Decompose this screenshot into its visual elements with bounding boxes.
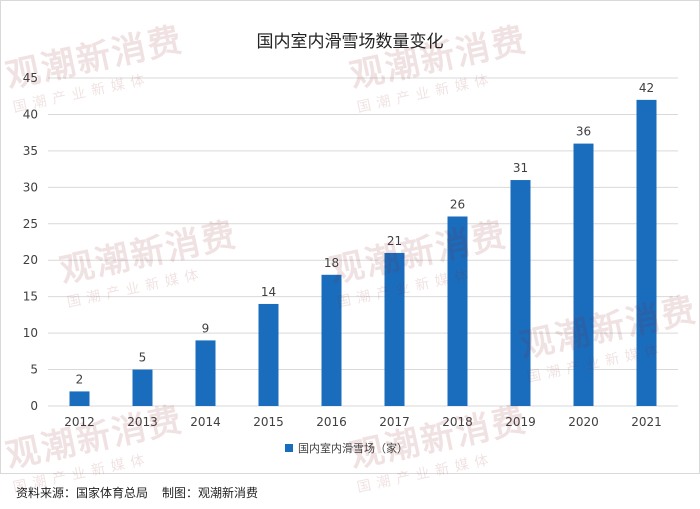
- data-label: 36: [576, 125, 591, 139]
- x-tick-label: 2021: [631, 415, 662, 429]
- legend: 国内室内滑雪场（家）: [285, 441, 408, 455]
- data-label: 18: [324, 256, 339, 270]
- y-tick-label: 0: [30, 399, 38, 413]
- bar: [636, 99, 657, 406]
- y-tick-label: 30: [23, 180, 38, 194]
- data-label: 9: [202, 321, 210, 335]
- x-tick-label: 2017: [379, 415, 410, 429]
- y-tick-label: 20: [23, 253, 38, 267]
- chart-card: 国内室内滑雪场数量变化 0 5 10 15 20 25 30 35 40 45 2 5 9 14 18 21…: [0, 0, 700, 474]
- x-tick-label: 2019: [505, 415, 536, 429]
- y-tick-label: 15: [23, 290, 38, 304]
- bar: [447, 216, 468, 406]
- x-axis: 2012 2013 2014 2015 2016 2017 2018 2019 2020 2021: [64, 415, 662, 429]
- x-tick-label: 2014: [190, 415, 221, 429]
- legend-swatch: [285, 444, 293, 452]
- data-label: 31: [513, 161, 528, 175]
- x-tick-label: 2013: [127, 415, 158, 429]
- source-text: 资料来源：国家体育总局: [16, 486, 149, 500]
- y-tick-label: 10: [23, 326, 38, 340]
- bar: [195, 340, 216, 406]
- bar: [132, 369, 153, 406]
- credit-text: 制图：观潮新消费: [162, 486, 259, 500]
- bar: [69, 391, 90, 406]
- gridlines: [48, 77, 678, 407]
- footer: 资料来源：国家体育总局 制图：观潮新消费: [16, 484, 258, 501]
- data-label: 21: [387, 234, 402, 248]
- y-tick-label: 25: [23, 217, 38, 231]
- chart-title: 国内室内滑雪场数量变化: [257, 32, 444, 52]
- y-tick-label: 35: [23, 144, 38, 158]
- bar: [573, 143, 594, 406]
- data-labels: 2 5 9 14 18 21 26 31 36 42: [76, 81, 654, 387]
- y-tick-label: 45: [23, 71, 38, 85]
- x-tick-label: 2018: [442, 415, 473, 429]
- bar: [258, 303, 279, 406]
- data-label: 42: [639, 81, 654, 95]
- y-tick-label: 40: [23, 107, 38, 121]
- data-label: 14: [261, 285, 276, 299]
- bar: [384, 252, 405, 406]
- y-axis: 0 5 10 15 20 25 30 35 40 45: [23, 71, 38, 413]
- data-label: 2: [76, 372, 84, 386]
- bars: [69, 99, 657, 406]
- x-tick-label: 2020: [568, 415, 599, 429]
- y-tick-label: 5: [30, 363, 38, 377]
- bar: [321, 274, 342, 406]
- bar: [510, 180, 531, 406]
- x-tick-label: 2015: [253, 415, 284, 429]
- data-label: 5: [139, 351, 147, 365]
- data-label: 26: [450, 197, 465, 211]
- x-tick-label: 2012: [64, 415, 95, 429]
- x-tick-label: 2016: [316, 415, 347, 429]
- legend-label: 国内室内滑雪场（家）: [298, 441, 408, 455]
